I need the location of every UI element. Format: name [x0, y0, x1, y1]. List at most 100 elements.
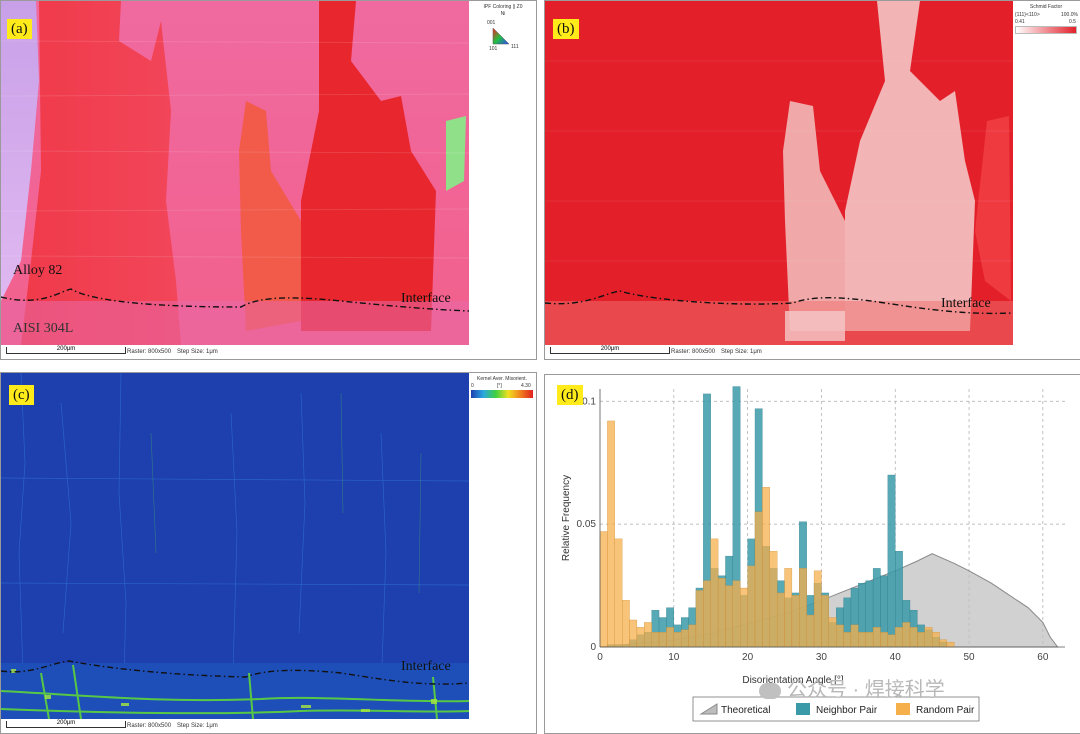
random-pair-bar [821, 595, 829, 648]
kam-legend-unit: [°] [497, 383, 502, 389]
step-info: Step Size: 1μm [177, 723, 218, 729]
random-pair-bar [939, 639, 948, 648]
random-pair-bar [651, 632, 660, 648]
legend-frame [692, 696, 980, 722]
neighbor-pair-bar [887, 474, 896, 648]
random-pair-bar [843, 632, 852, 648]
ipf-legend-title: IPF Coloring || Z0 [483, 4, 523, 10]
random-pair-bar [931, 632, 940, 648]
random-pair-bar [909, 627, 918, 648]
legend-neighbor-pair-swatch [796, 703, 810, 715]
random-pair-bar [621, 600, 630, 648]
y-axis-label: Relative Frequency [561, 475, 572, 561]
random-pair-bar [681, 629, 689, 648]
watermark-text: 公众号 · 焊接科学 [787, 679, 945, 701]
random-pair-bar [895, 627, 903, 648]
random-pair-bar [636, 627, 645, 648]
random-pair-bar [644, 622, 652, 648]
raster-info: Raster: 800x500 [127, 349, 172, 355]
random-pair-bar [887, 634, 896, 648]
random-pair-bar [747, 565, 756, 648]
step-info: Step Size: 1μm [721, 349, 762, 355]
x-tick-label: 10 [668, 652, 680, 663]
legend-random-pair-label: Random Pair [916, 705, 975, 716]
kam-legend-min: 0 [471, 383, 474, 389]
random-pair-bar [806, 614, 815, 648]
panel-b-label: (b) [553, 19, 579, 39]
random-pair-bar [858, 632, 866, 648]
x-tick-label: 50 [963, 652, 975, 663]
random-pair-bar [629, 619, 638, 648]
step-info: Step Size: 1μm [177, 349, 218, 355]
x-tick-label: 40 [890, 652, 902, 663]
random-pair-bar [740, 587, 748, 648]
y-tick-label: 0 [590, 642, 596, 653]
y-tick-label: 0.05 [577, 519, 597, 530]
random-pair-bar [880, 632, 889, 648]
schmid-colorbar [1015, 26, 1077, 34]
random-pair-bar [762, 487, 770, 648]
ipf-triangle-icon [492, 27, 510, 45]
legend-theoretical-swatch [699, 703, 718, 715]
kam-legend-max: 4.30 [521, 383, 531, 389]
kam-legend-title: Kernel Aver. Misorient. [477, 376, 527, 382]
schmid-legend-min: 0.41 [1015, 19, 1025, 25]
ipf-legend-sub: Ni [500, 11, 506, 17]
random-pair-bar [754, 511, 763, 648]
random-pair-bar [688, 624, 697, 648]
scale-bar-label: 200μm [600, 346, 620, 352]
y-tick-label: 0.1 [582, 396, 596, 407]
random-pair-bar [791, 595, 800, 648]
random-pair-bar [836, 624, 844, 648]
raster-info: Raster: 800x500 [671, 349, 716, 355]
random-pair-bar [732, 580, 741, 648]
legend-theoretical-label: Theoretical [721, 705, 770, 716]
random-pair-bar [924, 627, 933, 648]
disorientation-histogram: 0 10 20 30 40 50 60 0 0.05 0.1 Relative Frequency… [561, 386, 1065, 722]
schmid-legend-max: 0.5 [1069, 19, 1076, 25]
panel-b: (b) Interface Schmid Factor {111}<110> 1… [544, 0, 1080, 360]
x-tick-label: 0 [597, 652, 603, 663]
schmid-legend-title: Schmid Factor [1029, 4, 1063, 10]
scale-bar: 200μm [550, 346, 670, 354]
x-tick-label: 30 [816, 652, 828, 663]
interface-label: Interface [401, 291, 451, 306]
interface-label: Interface [401, 659, 451, 674]
raster-info: Raster: 800x500 [127, 723, 172, 729]
random-pair-bar [599, 531, 608, 648]
random-pair-bar [917, 632, 925, 648]
scale-bar-label: 200μm [56, 346, 76, 352]
random-pair-bar [695, 590, 704, 648]
kam-colorbar [471, 390, 533, 398]
random-pair-bar [666, 627, 674, 648]
ipf-map [1, 1, 469, 345]
random-pair-bar [850, 624, 859, 648]
random-pair-bar [865, 632, 874, 648]
random-pair-bar [710, 538, 719, 648]
ipf-legend-c2: 101 [489, 46, 498, 52]
schmid-legend-sub: {111}<110> [1015, 12, 1040, 18]
random-pair-bar [784, 568, 793, 648]
random-pair-bar [614, 538, 623, 648]
kam-legend: Kernel Aver. Misorient. 0 [°] 4.30 [471, 376, 533, 406]
random-pair-bar [673, 632, 682, 648]
random-pair-bar [769, 551, 778, 648]
watermark: 公众号 · 焊接科学 [759, 673, 945, 702]
kam-map-image [1, 373, 469, 719]
legend-neighbor-pair-label: Neighbor Pair [816, 705, 878, 716]
legend-random-pair-swatch [896, 703, 910, 715]
chart-legend: Theoretical Neighbor Pair Random Pair [692, 696, 980, 722]
ipf-map-image [1, 1, 469, 345]
random-pair-bar [828, 617, 837, 648]
random-pair-bar [776, 592, 785, 648]
random-pair-bar [607, 420, 615, 648]
random-pair-bar [902, 622, 911, 648]
scale-bar: 200μm [6, 720, 126, 728]
random-pair-bar [717, 578, 726, 648]
random-pair-bar [703, 580, 711, 648]
ipf-legend-c1: 001 [487, 20, 496, 26]
kam-map [1, 373, 469, 719]
panel-a: (a) Alloy 82 Interface AISI 304L IPF Col… [0, 0, 537, 360]
schmid-map [545, 1, 1013, 345]
schmid-map-image [545, 1, 1013, 345]
